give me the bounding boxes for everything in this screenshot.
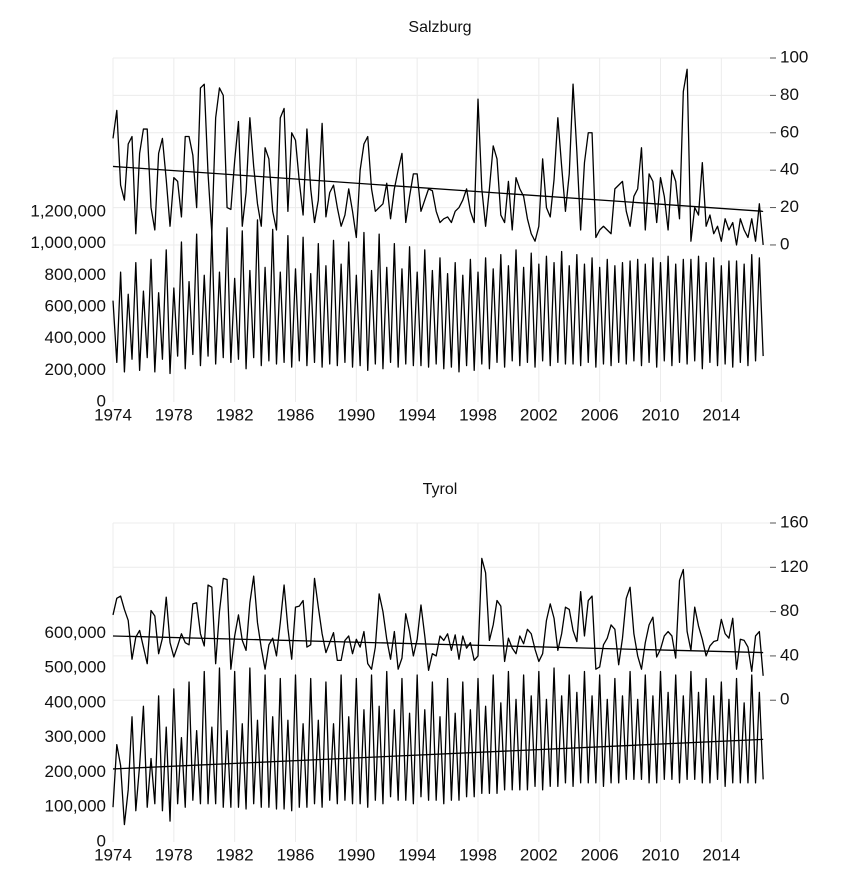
x-tick-label: 1974 [94, 845, 132, 864]
y-tick-label: 100,000 [45, 797, 106, 816]
chart-title: Salzburg [408, 19, 471, 36]
y-tick-label: 400,000 [45, 692, 106, 711]
y2-tick-label: 40 [780, 645, 799, 664]
x-tick-label: 2010 [642, 405, 680, 424]
y2-tick-label: 80 [780, 601, 799, 620]
y-tick-label: 600,000 [45, 623, 106, 642]
x-tick-label: 1994 [398, 845, 436, 864]
x-tick-label: 1978 [155, 405, 193, 424]
y-tick-label: 400,000 [45, 328, 106, 347]
series-line [112, 557, 764, 676]
y2-tick-label: 100 [780, 47, 808, 66]
trend-line [112, 165, 764, 212]
x-tick-label: 2006 [581, 845, 619, 864]
x-tick-label: 2010 [642, 845, 680, 864]
x-tick-label: 1990 [337, 405, 375, 424]
x-tick-label: 1998 [459, 405, 497, 424]
y-tick-label: 200,000 [45, 762, 106, 781]
y-tick-label: 0 [97, 831, 106, 850]
series-line [112, 68, 764, 246]
y2-tick-label: 20 [780, 197, 799, 216]
y-tick-label: 1,000,000 [30, 233, 106, 252]
trend-line [112, 635, 764, 654]
y2-tick-label: 0 [780, 234, 789, 253]
series-line [112, 667, 764, 826]
y-tick-label: 1,200,000 [30, 201, 106, 220]
y-tick-label: 800,000 [45, 265, 106, 284]
x-tick-label: 1986 [277, 845, 315, 864]
y2-tick-label: 40 [780, 160, 799, 179]
x-tick-label: 1982 [216, 845, 254, 864]
y2-tick-label: 160 [780, 512, 808, 531]
y-tick-label: 500,000 [45, 658, 106, 677]
x-tick-label: 1986 [277, 405, 315, 424]
x-tick-label: 2014 [702, 845, 740, 864]
chart-title: Tyrol [423, 481, 458, 498]
series-line [112, 219, 764, 375]
x-tick-label: 2006 [581, 405, 619, 424]
y2-tick-label: 80 [780, 85, 799, 104]
x-tick-label: 1994 [398, 405, 436, 424]
x-tick-label: 1982 [216, 405, 254, 424]
x-tick-label: 1990 [337, 845, 375, 864]
y-tick-label: 600,000 [45, 296, 106, 315]
y2-tick-label: 60 [780, 122, 799, 141]
y2-tick-label: 0 [780, 690, 789, 709]
y2-tick-label: 120 [780, 557, 808, 576]
x-tick-label: 1978 [155, 845, 193, 864]
y-tick-label: 0 [97, 391, 106, 410]
y-tick-label: 200,000 [45, 360, 106, 379]
y-tick-label: 300,000 [45, 727, 106, 746]
x-tick-label: 2014 [702, 405, 740, 424]
trend-line [112, 738, 764, 770]
x-tick-label: 2002 [520, 405, 558, 424]
x-tick-label: 1998 [459, 845, 497, 864]
x-tick-label: 1974 [94, 405, 132, 424]
x-tick-label: 2002 [520, 845, 558, 864]
